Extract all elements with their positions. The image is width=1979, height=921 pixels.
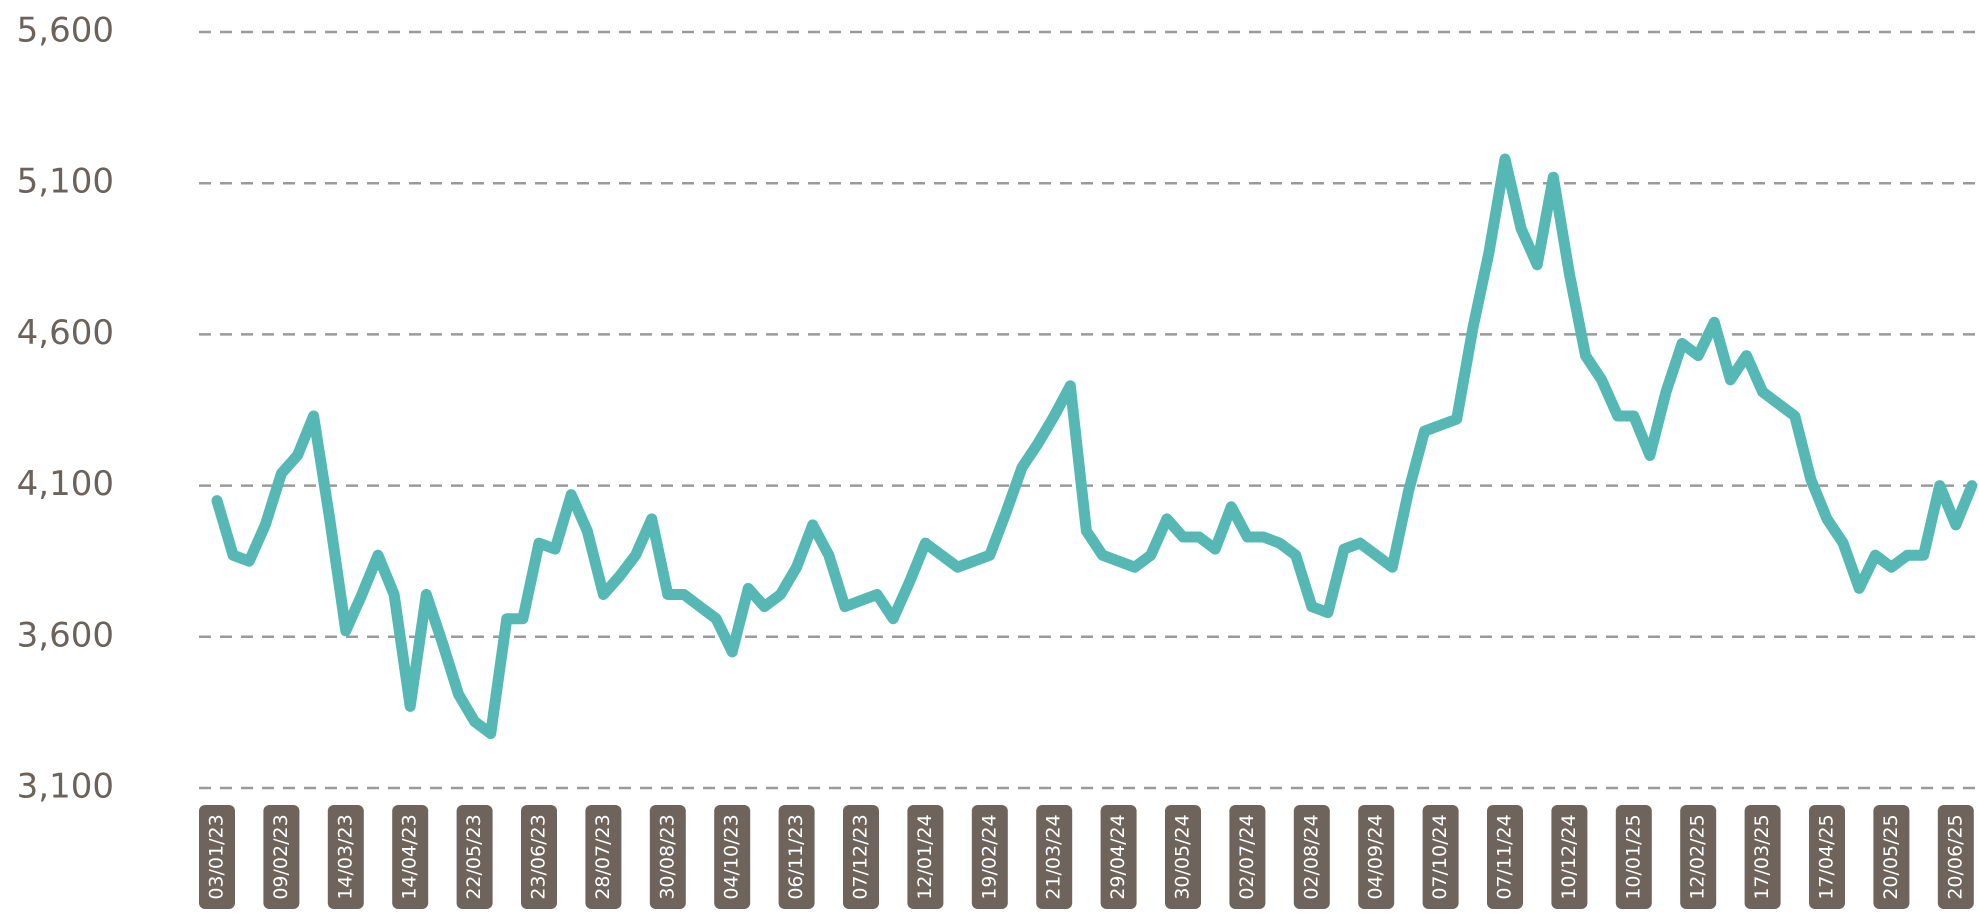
x-tick-label: 22/05/23: [463, 814, 485, 899]
x-tick-box: [1358, 805, 1395, 909]
x-tick-label: 20/06/25: [1944, 814, 1966, 899]
x-tick-label: 07/10/24: [1429, 814, 1451, 899]
x-tick-label: 17/04/25: [1816, 814, 1838, 899]
x-tick-box: [778, 805, 815, 909]
x-tick-label: 04/09/24: [1365, 814, 1387, 899]
x-tick-box: [1551, 805, 1588, 909]
x-tick-box: [1809, 805, 1845, 909]
x-tick-label: 12/01/24: [914, 814, 936, 899]
x-tick-box: [1680, 805, 1717, 909]
x-tick-label: 09/02/23: [270, 814, 292, 899]
x-tick-box: [1422, 805, 1459, 909]
y-tick-label: 3,600: [17, 615, 114, 655]
x-tick-label: 10/01/25: [1622, 814, 1644, 899]
y-tick-label: 4,600: [17, 313, 114, 353]
y-tick-label: 3,100: [17, 767, 114, 807]
x-tick-label: 06/11/23: [785, 814, 807, 899]
x-tick-box: [1036, 805, 1073, 909]
x-tick-box: [1937, 805, 1974, 909]
x-tick-box: [907, 805, 944, 909]
x-tick-box: [843, 805, 879, 909]
x-tick-label: 19/02/24: [978, 814, 1000, 899]
x-tick-box: [199, 805, 235, 909]
x-tick-label: 10/12/24: [1558, 814, 1580, 899]
x-tick-box: [1744, 805, 1781, 909]
x-tick-label: 29/04/24: [1107, 814, 1129, 899]
x-tick-box: [1165, 805, 1201, 909]
x-tick-box: [392, 805, 429, 909]
x-tick-box: [1873, 805, 1910, 909]
x-tick-label: 04/10/23: [721, 814, 743, 899]
y-tick-label: 5,600: [17, 11, 114, 51]
x-tick-label: 14/04/23: [399, 814, 421, 899]
x-tick-label: 14/03/23: [334, 814, 356, 899]
x-tick-label: 23/06/23: [528, 814, 550, 899]
x-tick-label: 30/08/23: [656, 814, 678, 899]
x-tick-box: [1100, 805, 1137, 909]
x-tick-label: 02/07/24: [1236, 814, 1258, 899]
x-tick-label: 20/05/25: [1880, 814, 1902, 899]
x-tick-box: [1487, 805, 1523, 909]
y-tick-label: 5,100: [17, 162, 114, 202]
x-tick-box: [327, 805, 364, 909]
x-tick-label: 02/08/24: [1300, 814, 1322, 899]
x-tick-box: [521, 805, 557, 909]
x-tick-box: [456, 805, 493, 909]
x-tick-label: 17/03/25: [1751, 814, 1773, 899]
x-tick-box: [1293, 805, 1330, 909]
x-tick-box: [971, 805, 1008, 909]
x-tick-label: 07/11/24: [1494, 814, 1516, 899]
x-tick-box: [585, 805, 622, 909]
x-tick-label: 30/05/24: [1172, 814, 1194, 899]
x-tick-box: [263, 805, 300, 909]
x-tick-label: 21/03/24: [1043, 814, 1065, 899]
line: [211, 153, 1978, 740]
x-tick-label: 12/02/25: [1687, 814, 1709, 899]
x-tick-box: [714, 805, 751, 909]
x-tick-label: 07/12/23: [850, 814, 872, 899]
x-tick-label: 03/01/23: [206, 814, 228, 899]
x-tick-label: 28/07/23: [592, 814, 614, 899]
x-tick-box: [1229, 805, 1266, 909]
y-tick-label: 4,100: [17, 464, 114, 504]
x-tick-box: [1615, 805, 1652, 909]
x-tick-box: [649, 805, 686, 909]
